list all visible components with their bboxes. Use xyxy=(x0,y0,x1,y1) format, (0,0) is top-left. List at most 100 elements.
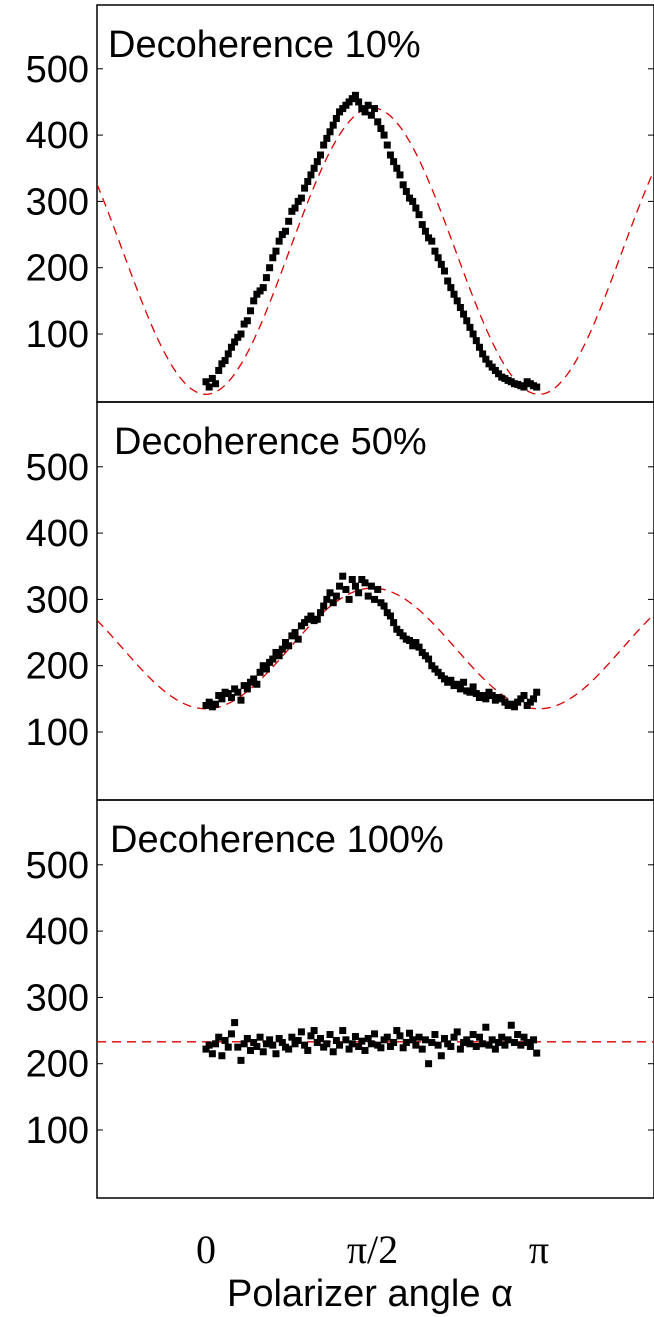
data-point xyxy=(434,1041,442,1049)
data-point xyxy=(453,297,461,305)
data-point xyxy=(339,1027,347,1035)
data-point xyxy=(224,1043,232,1051)
data-point xyxy=(444,277,452,285)
data-point xyxy=(386,612,394,620)
data-point xyxy=(456,303,464,311)
data-point xyxy=(218,695,226,703)
data-point xyxy=(310,1027,318,1035)
data-point xyxy=(297,1028,305,1036)
data-point xyxy=(406,637,414,645)
data-point xyxy=(326,128,334,136)
data-point xyxy=(491,1045,499,1053)
data-point xyxy=(253,1042,261,1050)
data-point xyxy=(421,1036,429,1044)
data-point xyxy=(501,1041,509,1049)
data-point xyxy=(479,1040,487,1048)
data-point xyxy=(269,254,277,262)
data-point xyxy=(469,330,477,338)
data-point xyxy=(355,1042,363,1050)
data-point xyxy=(336,1041,344,1049)
x-axis-label: Polarizer angle α xyxy=(227,1273,513,1315)
data-point xyxy=(431,247,439,255)
data-point xyxy=(390,619,398,627)
data-point xyxy=(291,629,299,637)
y-tick-label: 400 xyxy=(26,513,89,555)
data-point xyxy=(469,1031,477,1039)
data-point xyxy=(205,383,213,391)
plot-frame xyxy=(96,799,654,1199)
data-point xyxy=(377,1044,385,1052)
data-point xyxy=(463,1036,471,1044)
data-point xyxy=(307,171,315,179)
data-point xyxy=(326,1031,334,1039)
y-tick-label: 300 xyxy=(26,579,89,621)
data-point xyxy=(348,1040,356,1048)
data-point xyxy=(456,1045,464,1053)
data-point xyxy=(323,134,331,142)
data-point xyxy=(336,582,344,590)
data-point xyxy=(371,105,379,113)
data-point xyxy=(262,1040,270,1048)
data-point xyxy=(520,383,528,391)
data-point xyxy=(412,639,420,646)
y-tick-label: 200 xyxy=(26,646,89,688)
data-point xyxy=(510,703,518,711)
data-point xyxy=(332,592,340,600)
data-point xyxy=(269,655,277,663)
data-point xyxy=(520,692,528,700)
data-point xyxy=(364,592,372,600)
data-point xyxy=(523,1038,531,1046)
data-point xyxy=(475,343,483,351)
data-point xyxy=(396,1032,404,1040)
data-point xyxy=(463,317,471,325)
data-point xyxy=(329,599,337,607)
data-point xyxy=(243,685,251,693)
data-point xyxy=(396,171,404,179)
data-point xyxy=(243,1035,251,1043)
data-point xyxy=(316,1035,324,1043)
data-point xyxy=(351,582,359,590)
data-point xyxy=(510,1038,518,1046)
data-point xyxy=(275,652,283,660)
data-point xyxy=(482,1023,490,1031)
data-point xyxy=(421,227,429,235)
data-point xyxy=(332,1036,340,1044)
data-point xyxy=(272,247,280,255)
data-point xyxy=(393,164,401,172)
data-point xyxy=(466,1040,474,1048)
data-point xyxy=(488,1036,496,1044)
data-point xyxy=(533,383,541,391)
data-point xyxy=(450,290,458,298)
data-point xyxy=(533,688,541,696)
data-point xyxy=(307,1032,315,1040)
data-point xyxy=(415,1033,423,1041)
data-point xyxy=(364,101,372,109)
data-point xyxy=(361,108,369,116)
data-point xyxy=(231,1019,239,1027)
data-point xyxy=(351,1033,359,1041)
data-point xyxy=(466,688,474,696)
data-point xyxy=(243,317,251,325)
data-point xyxy=(259,1048,267,1056)
data-point xyxy=(323,1040,331,1048)
x-tick-label: π/2 xyxy=(347,1227,398,1272)
data-point xyxy=(262,274,270,282)
data-point xyxy=(472,690,480,698)
data-point xyxy=(450,1033,458,1041)
y-tick-label: 300 xyxy=(26,181,89,223)
data-point xyxy=(374,585,382,593)
data-point xyxy=(488,692,496,700)
data-point xyxy=(269,1041,277,1049)
data-point xyxy=(282,227,289,235)
data-point xyxy=(472,337,480,345)
data-point xyxy=(386,151,394,159)
data-point xyxy=(402,1038,410,1046)
data-point xyxy=(390,158,398,166)
data-point xyxy=(329,1048,337,1056)
data-point xyxy=(345,595,353,603)
data-point xyxy=(355,589,363,597)
data-point xyxy=(240,1040,248,1048)
data-point xyxy=(361,579,369,587)
data-point xyxy=(266,264,274,272)
